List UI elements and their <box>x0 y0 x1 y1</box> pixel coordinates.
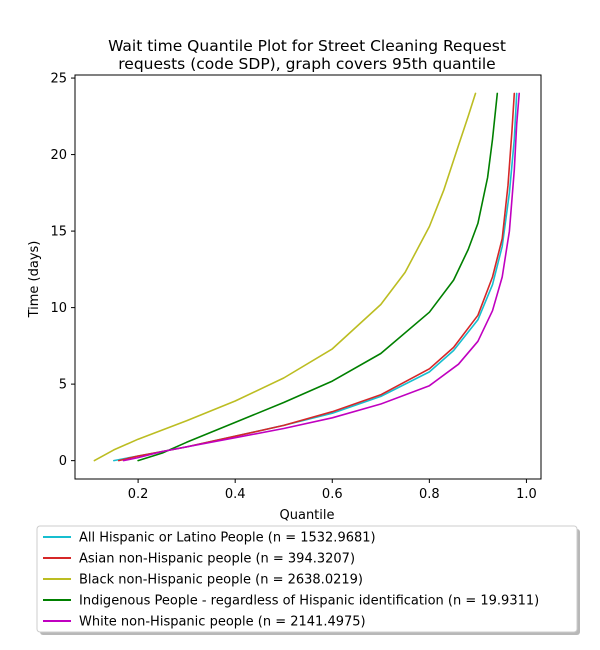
legend-label-2: Asian non-Hispanic people (n = 394.3207) <box>79 552 355 567</box>
legend-label-5: White non-Hispanic people (n = 2141.4975… <box>79 615 366 630</box>
chart-title: Wait time Quantile Plot for Street Clean… <box>108 37 506 55</box>
legend-label-3: Black non-Hispanic people (n = 2638.0219… <box>79 573 363 588</box>
x-tick-label: 0.2 <box>128 487 149 502</box>
y-tick-label: 15 <box>50 225 67 240</box>
series-line-5 <box>122 92 520 462</box>
y-tick-label: 20 <box>50 148 67 163</box>
x-tick-label: 1.0 <box>516 487 537 502</box>
series-line-3 <box>93 92 477 462</box>
y-tick-label: 0 <box>59 454 67 469</box>
x-tick-label: 0.8 <box>419 487 440 502</box>
y-tick-label: 25 <box>50 72 67 87</box>
x-tick-label: 0.4 <box>225 487 246 502</box>
y-axis-title: Time (days) <box>27 241 42 319</box>
series-line-4 <box>137 92 499 462</box>
legend-label-1: All Hispanic or Latino People (n = 1532.… <box>79 531 376 546</box>
series-line-1 <box>113 92 518 462</box>
y-tick-label: 10 <box>50 301 67 316</box>
legend-label-4: Indigenous People - regardless of Hispan… <box>79 594 539 609</box>
x-axis-title: Quantile <box>280 508 335 523</box>
legend-box <box>36 525 578 633</box>
y-tick-label: 5 <box>59 378 67 393</box>
plot-frame <box>74 74 542 480</box>
plot-area: 0.2 0.4 0.6 0.8 1.0 0 5 10 15 20 25 <box>50 72 542 502</box>
x-tick-label: 0.6 <box>322 487 343 502</box>
legend: All Hispanic or Latino People (n = 1532.… <box>36 525 580 635</box>
chart-subtitle: requests (code SDP), graph covers 95th q… <box>118 55 495 73</box>
